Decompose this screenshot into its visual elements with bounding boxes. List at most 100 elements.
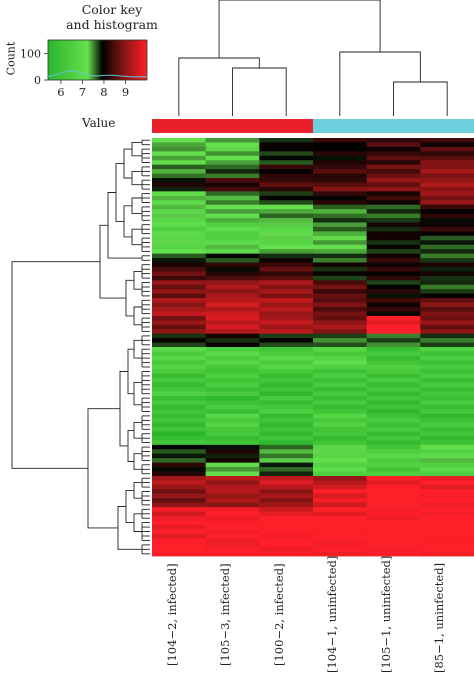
dendrogram-branch [99,224,126,299]
heatmap-cell [205,266,260,272]
dendrogram-branch [232,67,287,116]
heatmap-cell [313,373,368,379]
heatmap-cell [152,235,207,241]
heatmap-cell [259,524,314,530]
heatmap-cell [205,409,260,415]
heatmap-cell [420,413,474,419]
heatmap-cell [152,213,207,219]
heatmap-cell [152,533,207,539]
heatmap-cell [366,200,421,206]
heatmap-cell [205,289,260,295]
heatmap-cell [366,427,421,432]
heatmap-cell [313,302,368,308]
heatmap-cell [366,351,421,357]
heatmap-cell [205,342,260,348]
heatmap-cell [366,293,421,299]
heatmap-cell [205,338,260,343]
heatmap-cell [205,440,260,446]
heatmap-cell [420,146,474,152]
heatmap-cell [420,475,474,481]
heatmap-cell [313,400,368,406]
heatmap-cell [259,266,314,272]
heatmap-cell [259,146,314,152]
dendrogram-branch [131,170,142,186]
heatmap-cell [366,404,421,410]
heatmap-cell [420,351,474,357]
heatmap-cell [420,515,474,521]
heatmap-cell [366,493,421,499]
heatmap-cell [152,164,207,170]
heatmap-cell [366,422,421,428]
heatmap-cell [205,498,260,504]
heatmap-cell [259,480,314,486]
heatmap-cell [259,138,314,143]
heatmap-cell [259,382,314,388]
heatmap-cell [313,422,368,428]
heatmap-cell [420,160,474,166]
heatmap-cell [152,373,207,379]
heatmap-cell [152,275,207,281]
heatmap-cell [259,191,314,197]
dendrogram-branch [133,382,142,406]
heatmap-cell [366,533,421,539]
heatmap-cell [420,324,474,330]
heatmap-cell [313,382,368,388]
heatmap-cell [205,462,260,468]
heatmap-cell [313,538,368,544]
heatmap-cell [205,231,260,237]
heatmap-cell [313,413,368,419]
heatmap-cell [152,329,207,335]
color-key-xtick-label: 9 [122,85,129,99]
heatmap-cell [313,449,368,455]
heatmap-cell [420,378,474,383]
heatmap-cell [313,511,368,517]
heatmap-cell [205,449,260,455]
heatmap-cell [205,373,260,379]
heatmap-cell [366,186,421,192]
heatmap-cell [313,160,368,166]
heatmap-cell [152,462,207,468]
color-key-ylabel: Count [4,41,18,76]
heatmap-cell [152,315,207,321]
heatmap-cell [313,231,368,237]
heatmap-cell [205,235,260,241]
heatmap-cell [420,373,474,379]
dendrogram-branch [133,482,142,499]
heatmap-cell [313,200,368,206]
heatmap-cell [420,480,474,486]
heatmap-cell [259,182,314,188]
heatmap-cell [259,231,314,237]
color-key-histogram [47,70,147,78]
heatmap-cell [420,364,474,370]
heatmap-cell [259,431,314,437]
heatmap-cell [366,355,421,361]
heatmap-cell [313,435,368,441]
heatmap-cell [205,382,260,388]
heatmap-cell [259,298,314,303]
heatmap-cell [259,427,314,432]
heatmap-cell [420,191,474,197]
heatmap-cell [420,213,474,219]
heatmap-cell [366,266,421,272]
heatmap-cell [366,498,421,504]
heatmap-cell [259,538,314,544]
heatmap-cell [205,262,260,268]
heatmap-cell [152,404,207,410]
heatmap-cell [259,507,314,512]
dendrogram-branch [133,422,142,439]
heatmap-cell [205,169,260,174]
group-color-uninfected [313,119,368,133]
dendrogram-branch [87,408,120,529]
heatmap-cell [152,302,207,308]
column-label-5: [105−1, uninfected] [379,555,393,673]
heatmap-cell [420,249,474,255]
heatmap-cell [366,271,421,277]
heatmap-cell [152,249,207,255]
heatmap-cell [205,427,260,432]
heatmap-cell [259,249,314,255]
heatmap-cell [152,493,207,499]
heatmap-cell [152,364,207,370]
dendrogram-branch [115,163,124,222]
column-label-4: [104−1, uninfected] [325,555,339,673]
heatmap-cell [259,253,314,259]
